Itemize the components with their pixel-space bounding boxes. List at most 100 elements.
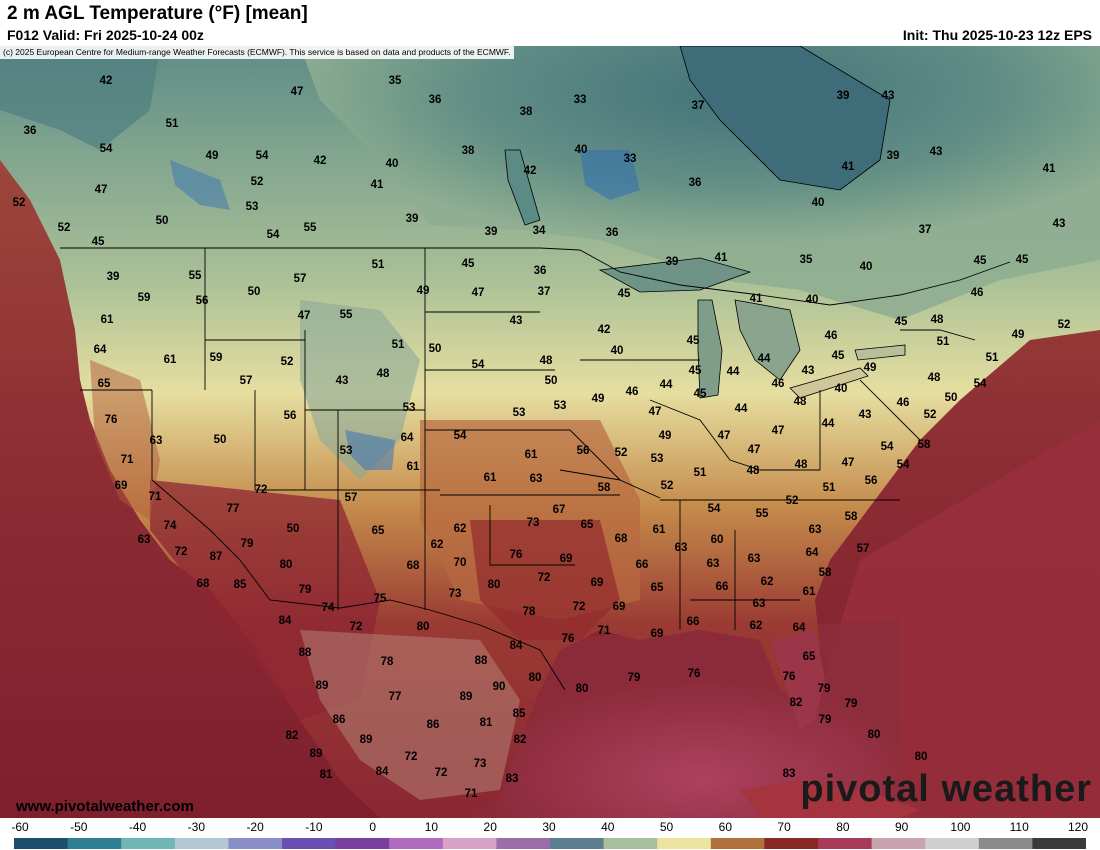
temperature-label: 52 xyxy=(924,409,937,421)
temperature-label: 47 xyxy=(95,184,108,196)
temperature-label: 47 xyxy=(748,444,761,456)
texas-hot xyxy=(470,520,620,640)
temperature-label: 90 xyxy=(493,681,506,693)
temperature-label: 40 xyxy=(575,144,588,156)
site-url[interactable]: www.pivotalweather.com xyxy=(16,798,194,815)
temperature-label: 85 xyxy=(234,579,247,591)
temperature-label: 41 xyxy=(715,252,728,264)
rockies-cool xyxy=(300,300,420,480)
temperature-label: 54 xyxy=(708,503,721,515)
temperature-label: 40 xyxy=(835,383,848,395)
temperature-label: 80 xyxy=(529,672,542,684)
temperature-label: 57 xyxy=(240,375,253,387)
temperature-label: 53 xyxy=(651,453,664,465)
temperature-label: 35 xyxy=(800,254,813,266)
temperature-label: 79 xyxy=(818,683,831,695)
temperature-label: 42 xyxy=(524,165,537,177)
temperature-label: 36 xyxy=(606,227,619,239)
temperature-label: 79 xyxy=(299,584,312,596)
temperature-label: 42 xyxy=(598,324,611,336)
temperature-label: 45 xyxy=(462,258,475,270)
lake-winnipeg xyxy=(504,149,541,226)
map-title: 2 m AGL Temperature (°F) [mean] xyxy=(7,3,308,24)
temperature-label: 64 xyxy=(806,547,819,559)
temperature-label: 55 xyxy=(189,270,202,282)
temperature-label: 65 xyxy=(581,519,594,531)
temperature-label: 61 xyxy=(164,354,177,366)
cold-blue-patch xyxy=(580,150,640,200)
temperature-label: 51 xyxy=(937,336,950,348)
colorado-blue xyxy=(345,430,395,470)
legend-tick-label: -20 xyxy=(246,820,264,834)
temperature-label: 78 xyxy=(381,656,394,668)
legend-tick-label: -30 xyxy=(187,820,205,834)
hudson-bay xyxy=(679,46,891,191)
temperature-label: 76 xyxy=(510,549,523,561)
temperature-label: 43 xyxy=(336,375,349,387)
temperature-label: 52 xyxy=(1058,319,1071,331)
temperature-map[interactable]: 42 35 47 36 33 37 39 43 36 51 38 54 49 54 42 40 38 40 33 39… xyxy=(0,46,1100,818)
color-ramp-segment xyxy=(67,838,122,849)
temperature-label: 51 xyxy=(166,118,179,130)
temperature-label: 64 xyxy=(94,344,107,356)
legend-tick-label: 0 xyxy=(369,820,376,834)
temperature-label: 54 xyxy=(100,143,113,155)
temperature-label: 43 xyxy=(510,315,523,327)
temperature-label: 52 xyxy=(251,176,264,188)
temperature-label: 79 xyxy=(819,714,832,726)
temperature-label: 46 xyxy=(825,330,838,342)
temperature-label: 52 xyxy=(615,447,628,459)
temperature-label: 48 xyxy=(795,459,808,471)
temperature-label: 36 xyxy=(534,265,547,277)
temperature-label: 45 xyxy=(974,255,987,267)
temperature-label: 79 xyxy=(845,698,858,710)
map-header: 2 m AGL Temperature (°F) [mean] F012 Val… xyxy=(0,0,1100,46)
florida-land xyxy=(770,630,825,730)
temperature-label: 53 xyxy=(340,445,353,457)
temperature-label: 41 xyxy=(750,293,763,305)
temperature-label: 56 xyxy=(196,295,209,307)
temperature-label: 76 xyxy=(783,671,796,683)
temperature-label: 83 xyxy=(783,768,796,780)
temperature-label: 49 xyxy=(417,285,430,297)
temperature-label: 54 xyxy=(256,150,269,162)
temperature-label: 45 xyxy=(895,316,908,328)
temperature-label: 48 xyxy=(794,396,807,408)
temperature-label: 80 xyxy=(915,751,928,763)
temperature-label: 68 xyxy=(197,578,210,590)
temperature-label: 81 xyxy=(480,717,493,729)
color-ramp-segment xyxy=(603,838,658,849)
temperature-label: 65 xyxy=(651,582,664,594)
temperature-label: 50 xyxy=(287,523,300,535)
temperature-label: 66 xyxy=(716,581,729,593)
temperature-label: 54 xyxy=(454,430,467,442)
temperature-label: 55 xyxy=(756,508,769,520)
temperature-label: 38 xyxy=(520,106,533,118)
temperature-label: 69 xyxy=(115,480,128,492)
temperature-label: 48 xyxy=(377,368,390,380)
temperature-label: 46 xyxy=(897,397,910,409)
color-ramp-segment xyxy=(442,838,497,849)
temperature-label: 61 xyxy=(525,449,538,461)
color-ramp-segment xyxy=(871,838,926,849)
temperature-label: 69 xyxy=(651,628,664,640)
temperature-label: 55 xyxy=(340,309,353,321)
temperature-label: 68 xyxy=(407,560,420,572)
temperature-label: 58 xyxy=(845,511,858,523)
legend-tick-label: 90 xyxy=(894,820,909,834)
temperature-label: 43 xyxy=(882,90,895,102)
temperature-label: 48 xyxy=(747,465,760,477)
temperature-label: 74 xyxy=(322,602,335,614)
temperature-label: 43 xyxy=(930,146,943,158)
temperature-label: 66 xyxy=(636,559,649,571)
legend-tick-label: 50 xyxy=(659,820,674,834)
temperature-label: 62 xyxy=(454,523,467,535)
temperature-label: 40 xyxy=(860,261,873,273)
temperature-label: 71 xyxy=(465,788,478,800)
legend-tick-label: 60 xyxy=(718,820,733,834)
temperature-label: 61 xyxy=(653,524,666,536)
temperature-label: 57 xyxy=(294,273,307,285)
temperature-label: 52 xyxy=(661,480,674,492)
